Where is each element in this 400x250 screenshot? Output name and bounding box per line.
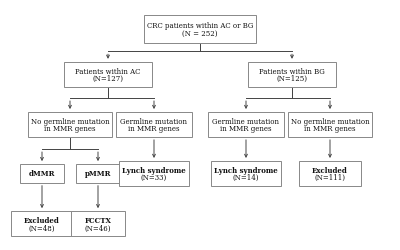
Text: No germline mutation: No germline mutation (291, 117, 369, 125)
Text: in MMR genes: in MMR genes (44, 125, 96, 133)
FancyBboxPatch shape (119, 161, 189, 186)
Text: Germline mutation: Germline mutation (212, 117, 280, 125)
FancyBboxPatch shape (248, 62, 336, 88)
Text: (N=14): (N=14) (233, 174, 259, 182)
Text: Germline mutation: Germline mutation (120, 117, 188, 125)
Text: Patients within BG: Patients within BG (259, 67, 325, 75)
FancyBboxPatch shape (116, 112, 192, 138)
Text: dMMR: dMMR (29, 170, 55, 178)
Text: in MMR genes: in MMR genes (128, 125, 180, 133)
Text: Excluded: Excluded (24, 216, 60, 224)
Text: (N=48): (N=48) (29, 224, 55, 232)
FancyBboxPatch shape (64, 62, 152, 88)
FancyBboxPatch shape (144, 16, 256, 44)
Text: No germline mutation: No germline mutation (31, 117, 109, 125)
FancyBboxPatch shape (76, 164, 120, 183)
Text: CRC patients within AC or BG: CRC patients within AC or BG (147, 22, 253, 30)
Text: (N=46): (N=46) (85, 224, 111, 232)
Text: FCCTX: FCCTX (84, 216, 112, 224)
Text: Lynch syndrome: Lynch syndrome (122, 166, 186, 174)
FancyBboxPatch shape (288, 112, 372, 138)
Text: (N=33): (N=33) (141, 174, 167, 182)
Text: in MMR genes: in MMR genes (304, 125, 356, 133)
Text: Lynch syndrome: Lynch syndrome (214, 166, 278, 174)
Text: (N=127): (N=127) (92, 75, 124, 83)
Text: Patients within AC: Patients within AC (75, 67, 141, 75)
Text: (N=125): (N=125) (276, 75, 308, 83)
FancyBboxPatch shape (20, 164, 64, 183)
FancyBboxPatch shape (11, 211, 73, 236)
FancyBboxPatch shape (299, 161, 361, 186)
FancyBboxPatch shape (208, 112, 284, 138)
Text: (N=111): (N=111) (314, 174, 346, 182)
Text: in MMR genes: in MMR genes (220, 125, 272, 133)
Text: Excluded: Excluded (312, 166, 348, 174)
FancyBboxPatch shape (71, 211, 125, 236)
Text: pMMR: pMMR (85, 170, 111, 178)
FancyBboxPatch shape (28, 112, 112, 138)
FancyBboxPatch shape (211, 161, 281, 186)
Text: (N = 252): (N = 252) (182, 30, 218, 38)
